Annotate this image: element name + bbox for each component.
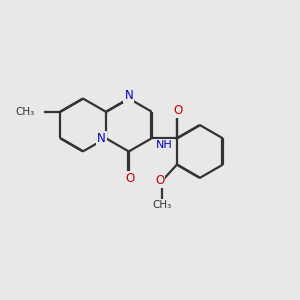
Text: O: O [174,104,183,117]
Text: CH₃: CH₃ [152,200,172,210]
Text: O: O [126,172,135,185]
Text: NH: NH [156,140,173,150]
Text: O: O [155,174,164,188]
Text: N: N [97,132,106,145]
Text: N: N [124,89,133,102]
Text: CH₃: CH₃ [16,107,35,117]
